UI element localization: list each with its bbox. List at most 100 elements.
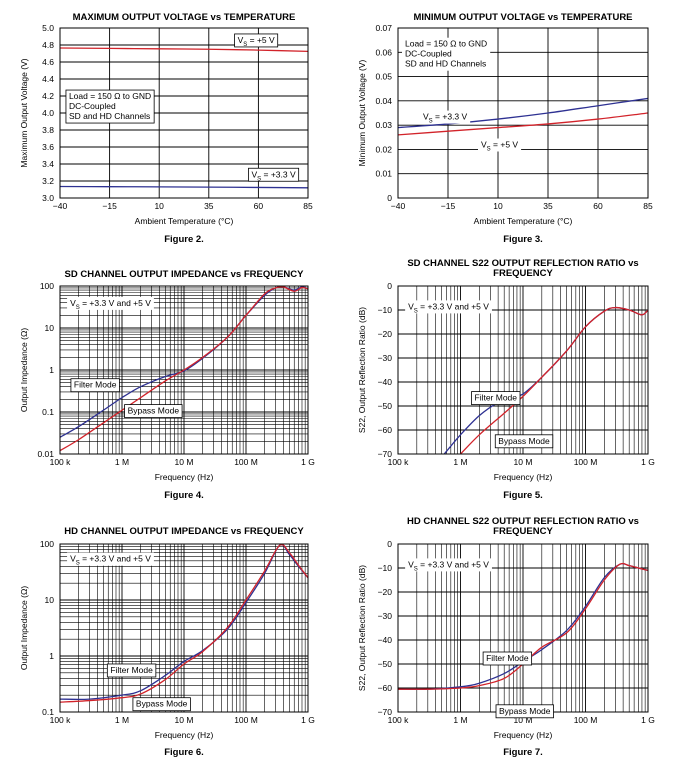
annotation-text: Load = 150 Ω to GND bbox=[405, 39, 487, 49]
y-tick-label: 0.07 bbox=[375, 23, 392, 33]
chart-title-line: FREQUENCY bbox=[493, 268, 553, 279]
series-line-bypass-mode bbox=[60, 544, 308, 703]
y-tick-label: 0.1 bbox=[42, 407, 54, 417]
annotation: VS = +5 V bbox=[478, 138, 522, 153]
annotation-text: SD and HD Channels bbox=[69, 111, 150, 121]
annotation-box bbox=[65, 89, 155, 124]
x-tick-label: 1 G bbox=[641, 715, 655, 725]
annotation: Bypass Mode bbox=[494, 434, 554, 449]
y-tick-label: 0 bbox=[387, 281, 392, 291]
annotation-text: VS = +3.3 V and +5 V bbox=[70, 554, 151, 567]
annotation-text: Bypass Mode bbox=[136, 699, 188, 709]
series-line-bypass-mode bbox=[460, 306, 648, 454]
y-tick-label: 4.2 bbox=[42, 91, 54, 101]
y-tick-label: 5.0 bbox=[42, 23, 54, 33]
series-line-bypass-mode bbox=[398, 562, 648, 690]
y-tick-label: 0.02 bbox=[375, 144, 392, 154]
annotation-box bbox=[495, 704, 554, 719]
annotation-text: VS = +3.3 V bbox=[423, 112, 468, 125]
x-axis-label: Frequency (Hz) bbox=[494, 472, 553, 482]
annotation: Filter Mode bbox=[106, 663, 157, 678]
x-tick-label: −40 bbox=[53, 201, 68, 211]
y-tick-label: 0.01 bbox=[375, 169, 392, 179]
y-tick-label: 0.01 bbox=[37, 449, 54, 459]
figure-caption: Figure 3. bbox=[503, 234, 543, 245]
annotation-box bbox=[106, 663, 157, 678]
x-tick-label: 1 G bbox=[301, 457, 315, 467]
chart-title: HD CHANNEL OUTPUT IMPEDANCE vs FREQUENCY bbox=[64, 526, 304, 537]
x-tick-label: −15 bbox=[102, 201, 117, 211]
x-tick-label: 100 k bbox=[50, 457, 72, 467]
y-tick-label: 10 bbox=[45, 323, 55, 333]
y-tick-label: 3.2 bbox=[42, 176, 54, 186]
y-tick-label: 4.8 bbox=[42, 40, 54, 50]
annotation-text: VS = +3.3 V bbox=[251, 169, 296, 182]
chart-6: HD CHANNEL OUTPUT IMPEDANCE vs FREQUENCY… bbox=[19, 526, 315, 758]
y-tick-label: 0.05 bbox=[375, 72, 392, 82]
annotation-text: DC-Coupled bbox=[69, 101, 116, 111]
annotation-box bbox=[67, 296, 154, 310]
plot-frame bbox=[397, 285, 649, 455]
figure-caption: Figure 4. bbox=[164, 490, 204, 501]
y-tick-label: 0 bbox=[387, 193, 392, 203]
annotation: VS = +3.3 V and +5 V bbox=[67, 296, 154, 311]
x-tick-label: 10 M bbox=[175, 715, 194, 725]
y-tick-label: −10 bbox=[378, 563, 393, 573]
x-tick-label: 1 M bbox=[453, 457, 467, 467]
y-tick-label: −50 bbox=[378, 659, 393, 669]
x-tick-label: 1 G bbox=[301, 715, 315, 725]
series-line-bypass-mode bbox=[60, 286, 308, 452]
y-axis-label: S22, Output Reflection Ratio (dB) bbox=[357, 307, 367, 433]
x-tick-label: −40 bbox=[391, 201, 406, 211]
annotation: VS = +3.3 V and +5 V bbox=[405, 300, 492, 314]
y-tick-label: 100 bbox=[40, 539, 54, 549]
y-tick-label: 0 bbox=[387, 539, 392, 549]
annotation-text: Filter Mode bbox=[74, 380, 117, 390]
plot-frame bbox=[59, 27, 309, 199]
annotation-box bbox=[405, 558, 492, 572]
x-tick-label: 100 k bbox=[388, 715, 410, 725]
y-axis-label: Output Impedance (Ω) bbox=[19, 328, 29, 412]
annotation: VS = +5 V bbox=[234, 33, 279, 48]
chart-5: SD CHANNEL S22 OUTPUT REFLECTION RATIO v… bbox=[357, 258, 655, 501]
y-axis-label: Output Impedance (Ω) bbox=[19, 586, 29, 670]
y-tick-label: −40 bbox=[378, 635, 393, 645]
annotation-box bbox=[402, 37, 491, 71]
y-tick-label: 4.6 bbox=[42, 57, 54, 67]
y-tick-label: 0.03 bbox=[375, 120, 392, 130]
figure-caption: Figure 6. bbox=[164, 747, 204, 758]
x-tick-label: 10 bbox=[493, 201, 503, 211]
x-axis-label: Ambient Temperature (°C) bbox=[474, 216, 573, 226]
annotation-text: Load = 150 Ω to GND bbox=[69, 91, 151, 101]
y-tick-label: −60 bbox=[378, 425, 393, 435]
y-axis-label: Minimum Output Voltage (V) bbox=[357, 59, 367, 166]
annotation-box bbox=[478, 138, 522, 152]
x-axis-label: Frequency (Hz) bbox=[155, 730, 214, 740]
chart-4: SD CHANNEL OUTPUT IMPEDANCE vs FREQUENCY… bbox=[19, 269, 315, 501]
grid bbox=[59, 543, 309, 713]
annotation: Bypass Mode bbox=[132, 697, 191, 712]
x-tick-label: 1 M bbox=[115, 715, 129, 725]
plot-frame bbox=[59, 285, 309, 455]
y-axis-label: Maximum Output Voltage (V) bbox=[19, 58, 29, 167]
x-tick-label: 1 M bbox=[115, 457, 129, 467]
x-tick-label: −15 bbox=[441, 201, 456, 211]
annotation: VS = +3.3 V bbox=[248, 167, 300, 182]
x-axis-label: Ambient Temperature (°C) bbox=[135, 216, 234, 226]
x-tick-label: 35 bbox=[543, 201, 553, 211]
x-tick-label: 10 M bbox=[175, 457, 194, 467]
x-tick-label: 60 bbox=[593, 201, 603, 211]
y-tick-label: −50 bbox=[378, 401, 393, 411]
y-tick-label: −30 bbox=[378, 353, 393, 363]
x-axis-label: Frequency (Hz) bbox=[494, 730, 553, 740]
y-tick-label: 3.4 bbox=[42, 159, 54, 169]
grid bbox=[59, 285, 309, 455]
annotation-text: VS = +5 V bbox=[238, 35, 275, 48]
y-tick-label: 0.06 bbox=[375, 47, 392, 57]
x-tick-label: 100 M bbox=[574, 715, 598, 725]
annotation-text: VS = +3.3 V and +5 V bbox=[408, 301, 489, 314]
y-tick-label: −20 bbox=[378, 587, 393, 597]
